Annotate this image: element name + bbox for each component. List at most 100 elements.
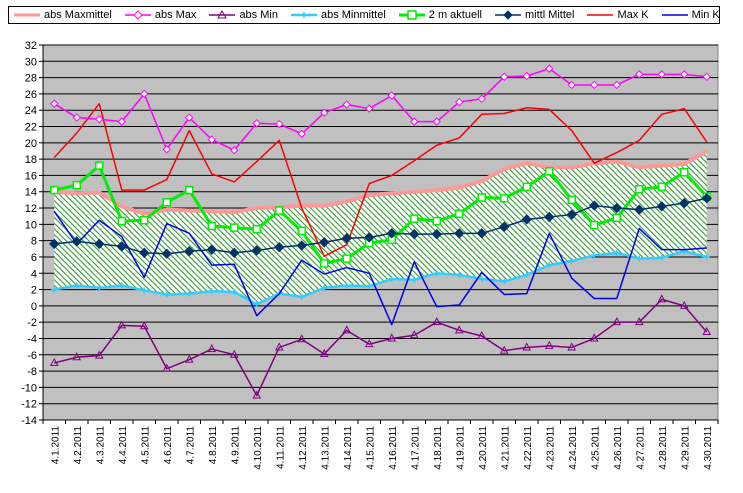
x-tick-label-5: 4.6.2011 <box>163 426 174 465</box>
legend-item-2-m-aktuell: 2 m aktuell <box>394 9 482 21</box>
point-abs-minmittel-25 <box>613 249 620 256</box>
x-tick-label-7: 4.8.2011 <box>208 426 219 465</box>
point-abs-max-20 <box>500 72 509 82</box>
y-tick-label-19: 24 <box>25 105 37 117</box>
x-tick-label-4: 4.5.2011 <box>140 426 151 465</box>
x-tick-label-12: 4.13.2011 <box>320 426 331 470</box>
point-abs-min-3 <box>117 320 127 329</box>
point-abs-minmittel-13 <box>343 282 350 289</box>
legend-label-abs-minmittel: abs Minmittel <box>320 9 386 21</box>
point-abs-max-21 <box>522 71 531 81</box>
point-abs-min-15 <box>387 333 397 342</box>
point-2-m-aktuell-24 <box>590 220 599 230</box>
y-tick-label-20: 26 <box>25 89 37 101</box>
point-abs-minmittel-14 <box>366 283 373 290</box>
point-mittl-mittel-27 <box>656 201 667 212</box>
y-tick-label-17: 20 <box>25 138 37 150</box>
point-abs-min-2 <box>94 350 104 359</box>
point-abs-min-24 <box>589 333 599 342</box>
point-mittl-mittel-3 <box>116 241 127 252</box>
point-abs-min-23 <box>567 342 577 351</box>
range-band-14 <box>369 193 392 287</box>
point-2-m-aktuell-11 <box>297 226 306 236</box>
point-mittl-mittel-21 <box>521 214 532 225</box>
point-mittl-mittel-6 <box>184 246 195 257</box>
point-mittl-mittel-16 <box>409 228 420 240</box>
point-2-m-aktuell-12 <box>320 259 329 268</box>
y-tick-label-7: 0 <box>31 301 37 313</box>
range-band-8 <box>234 208 257 305</box>
point-abs-minmittel-16 <box>411 276 418 283</box>
y-tick-label-2: -10 <box>21 382 37 394</box>
range-band-17 <box>436 187 460 275</box>
point-mittl-mittel-23 <box>566 209 577 220</box>
range-band-2 <box>99 192 122 288</box>
legend-swatch-mittl-mittel <box>494 10 521 20</box>
legend-label-min-k: Min K <box>691 9 720 21</box>
legend-item-abs-max: abs Max <box>120 9 196 21</box>
point-2-m-aktuell-2 <box>95 161 104 170</box>
legend-item-min-k: Min K <box>657 9 720 21</box>
x-tick-label-23: 4.24.2011 <box>568 426 579 470</box>
x-tick-label-16: 4.17.2011 <box>410 426 421 470</box>
point-2-m-aktuell-23 <box>567 195 576 205</box>
point-mittl-mittel-0 <box>49 238 60 250</box>
point-abs-min-16 <box>409 330 419 339</box>
point-mittl-mittel-2 <box>94 238 105 250</box>
point-mittl-mittel-28 <box>679 197 690 209</box>
point-abs-min-29 <box>702 326 712 335</box>
legend-item-max-k: Max K <box>582 9 649 21</box>
x-tick-label-20: 4.21.2011 <box>500 426 511 470</box>
point-abs-min-28 <box>679 300 689 309</box>
legend-item-mittl-mittel: mittl Mittel <box>490 9 574 21</box>
legend-item-abs-minmittel: abs Minmittel <box>286 9 386 21</box>
point-2-m-aktuell-7 <box>207 221 216 231</box>
y-tick-label-12: 10 <box>25 219 37 231</box>
x-tick-label-8: 4.9.2011 <box>230 426 241 465</box>
point-abs-minmittel-6 <box>186 290 193 297</box>
point-abs-minmittel-12 <box>321 284 328 291</box>
x-tick-label-10: 4.11.2011 <box>275 426 286 469</box>
point-2-m-aktuell-9 <box>252 224 261 234</box>
point-abs-max-2 <box>95 114 104 124</box>
x-tick-label-13: 4.14.2011 <box>343 426 354 470</box>
point-abs-minmittel-3 <box>118 282 125 289</box>
point-abs-minmittel-18 <box>456 271 463 278</box>
point-abs-max-0 <box>50 99 59 108</box>
point-2-m-aktuell-17 <box>432 216 441 226</box>
point-abs-min-27 <box>657 294 667 303</box>
x-tick-label-28: 4.29.2011 <box>680 426 691 470</box>
point-2-m-aktuell-19 <box>477 193 486 202</box>
range-band-24 <box>594 161 617 256</box>
legend-item-abs-min: abs Min <box>204 9 278 21</box>
point-abs-minmittel-17 <box>433 270 440 277</box>
point-abs-max-24 <box>590 80 599 90</box>
point-abs-max-12 <box>320 108 329 117</box>
y-tick-label-3: -8 <box>27 366 37 378</box>
x-tick-label-11: 4.12.2011 <box>298 426 309 470</box>
range-band-27 <box>661 164 685 258</box>
point-abs-minmittel-7 <box>208 288 215 295</box>
point-abs-minmittel-20 <box>501 278 508 285</box>
point-2-m-aktuell-27 <box>657 182 666 192</box>
point-abs-max-9 <box>252 119 261 128</box>
range-band-18 <box>459 181 482 279</box>
point-abs-min-8 <box>229 349 239 358</box>
range-band-13 <box>346 195 370 287</box>
point-abs-minmittel-1 <box>73 282 80 289</box>
point-abs-min-7 <box>207 344 217 353</box>
point-abs-max-6 <box>185 113 194 122</box>
range-band-1 <box>76 192 100 288</box>
point-abs-max-22 <box>545 64 554 73</box>
point-mittl-mittel-26 <box>634 204 645 215</box>
point-mittl-mittel-11 <box>296 240 307 251</box>
point-mittl-mittel-14 <box>364 232 375 243</box>
point-mittl-mittel-22 <box>544 211 555 223</box>
point-abs-minmittel-23 <box>568 258 575 265</box>
point-mittl-mittel-4 <box>139 247 150 259</box>
legend-label-2-m-aktuell: 2 m aktuell <box>428 9 482 21</box>
point-abs-max-27 <box>657 70 666 79</box>
point-2-m-aktuell-1 <box>72 180 81 190</box>
